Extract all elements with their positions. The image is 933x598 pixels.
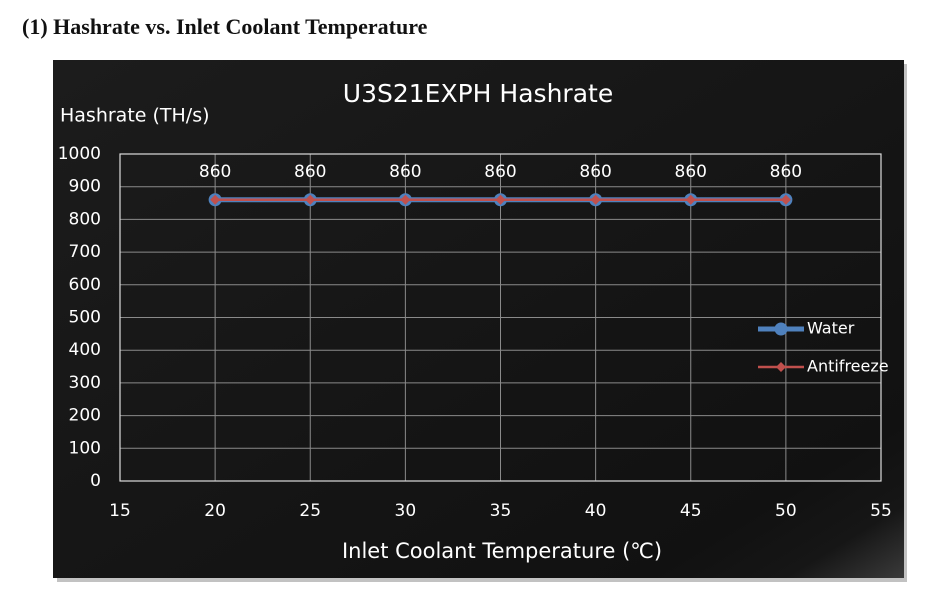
legend-label: Water <box>807 319 855 338</box>
legend-label: Antifreeze <box>807 357 889 376</box>
x-tick-label: 20 <box>204 501 226 521</box>
y-tick-label: 200 <box>69 406 101 426</box>
data-label: 860 <box>770 162 802 182</box>
data-label: 860 <box>294 162 326 182</box>
x-tick-label: 35 <box>490 501 512 521</box>
x-tick-label: 50 <box>775 501 797 521</box>
x-axis-label: Inlet Coolant Temperature (℃) <box>342 539 662 563</box>
x-tick-label: 15 <box>109 501 131 521</box>
data-point <box>210 194 221 205</box>
data-point <box>685 194 696 205</box>
data-label: 860 <box>675 162 707 182</box>
x-tick-label: 30 <box>395 501 417 521</box>
y-tick-label: 500 <box>69 308 101 328</box>
chart-background <box>53 60 904 578</box>
y-tick-label: 700 <box>69 242 101 262</box>
y-tick-label: 600 <box>69 275 101 295</box>
y-tick-label: 100 <box>69 438 101 458</box>
x-tick-label: 45 <box>680 501 702 521</box>
data-label: 860 <box>579 162 611 182</box>
plot-border <box>119 153 882 482</box>
x-tick-label: 25 <box>299 501 321 521</box>
y-tick-label: 300 <box>69 373 101 393</box>
data-point <box>590 194 601 205</box>
y-tick-label: 1000 <box>58 144 101 164</box>
data-label: 860 <box>199 162 231 182</box>
chart-title: U3S21EXPH Hashrate <box>343 79 613 108</box>
legend-marker <box>774 322 788 336</box>
data-point <box>780 194 791 205</box>
y-axis-label: Hashrate (TH/s) <box>60 105 210 127</box>
x-tick-label: 40 <box>585 501 607 521</box>
x-tick-label: 55 <box>870 501 892 521</box>
y-tick-label: 400 <box>69 340 101 360</box>
data-point <box>400 194 411 205</box>
data-label: 860 <box>484 162 516 182</box>
data-point <box>495 194 506 205</box>
data-point <box>305 194 316 205</box>
y-tick-label: 900 <box>69 177 101 197</box>
y-tick-label: 0 <box>90 471 101 491</box>
y-tick-label: 800 <box>69 209 101 229</box>
heading: (1) Hashrate vs. Inlet Coolant Temperatu… <box>22 14 428 39</box>
legend-marker <box>776 362 786 372</box>
data-label: 860 <box>389 162 421 182</box>
